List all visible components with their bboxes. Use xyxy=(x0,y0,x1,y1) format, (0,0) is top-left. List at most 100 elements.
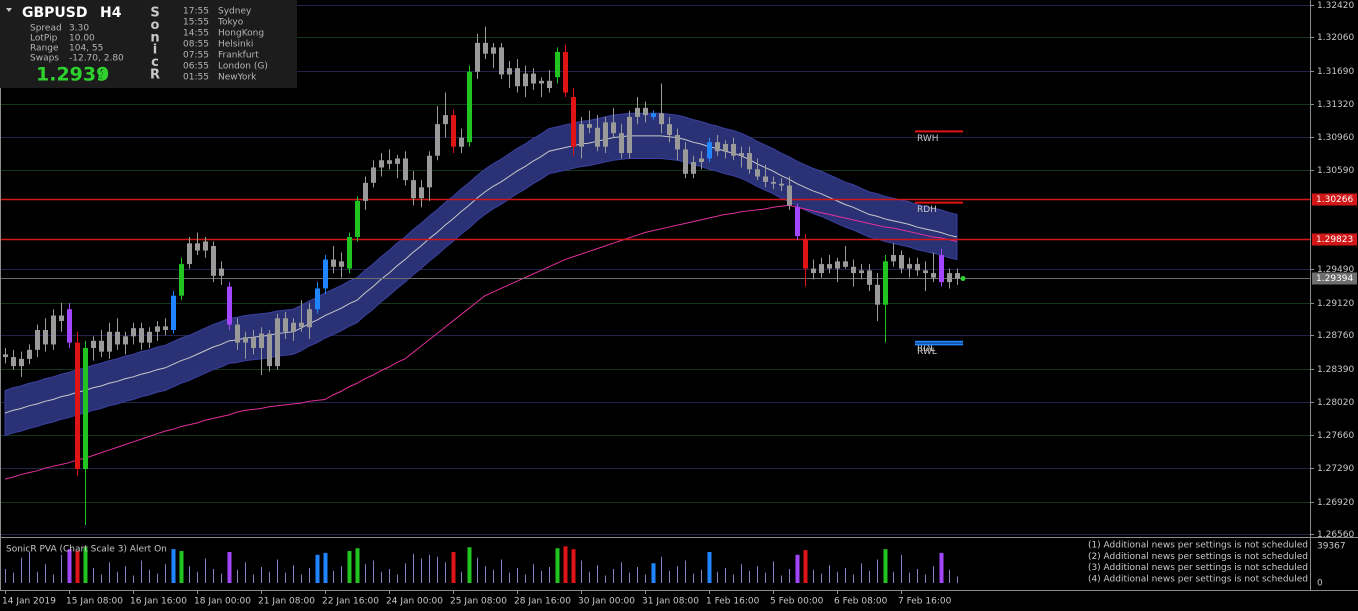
volume-bar xyxy=(227,551,232,583)
candle-body xyxy=(451,115,456,147)
price-level-label: 1.29823 xyxy=(1316,235,1353,245)
volume-bar xyxy=(309,567,310,583)
candle-body xyxy=(763,176,768,182)
candle-body xyxy=(587,124,592,128)
candle-body xyxy=(483,42,488,54)
volume-bar xyxy=(605,575,606,583)
y-tick-label: 1.32060 xyxy=(1317,33,1354,43)
volume-bar xyxy=(661,556,662,583)
volume-bar xyxy=(245,562,246,583)
candle-body xyxy=(99,340,104,352)
candle-body xyxy=(811,268,816,274)
x-tick-label: 6 Feb 08:00 xyxy=(834,597,888,607)
candle-body xyxy=(203,241,208,251)
session-city: HongKong xyxy=(218,29,264,39)
candle-body xyxy=(211,246,216,276)
volume-bar xyxy=(179,551,184,583)
stat-value: -12.70, 2.80 xyxy=(69,54,124,64)
volume-bar xyxy=(133,575,134,583)
candle-body xyxy=(419,187,424,199)
stat-label: LotPip xyxy=(30,34,58,44)
candle-body xyxy=(635,107,640,117)
volume-bar xyxy=(315,554,320,583)
volume-bar xyxy=(917,568,918,583)
stat-label: Spread xyxy=(30,24,62,34)
volume-bar xyxy=(837,571,838,583)
x-tick-label: 30 Jan 00:00 xyxy=(578,597,635,607)
candle-body xyxy=(755,169,760,177)
session-city: NewYork xyxy=(218,73,257,83)
volume-tick-label: 0 xyxy=(1317,579,1323,589)
volume-bar xyxy=(893,571,894,583)
candle-body xyxy=(563,51,568,93)
volume-bar xyxy=(909,572,910,583)
candle-body xyxy=(347,236,352,269)
candle-body xyxy=(899,255,904,269)
volume-bar xyxy=(141,560,142,583)
brand-letter: o xyxy=(151,18,160,33)
volume-bar xyxy=(323,552,328,583)
volume-bar xyxy=(563,546,568,583)
price-level-tag xyxy=(1312,233,1357,246)
collapse-arrow[interactable] xyxy=(6,8,12,12)
volume-bar xyxy=(629,572,630,583)
volume-bar xyxy=(451,551,456,583)
candle-body xyxy=(699,158,704,163)
volume-bar xyxy=(589,571,590,583)
session-city: Frankfurt xyxy=(218,51,259,61)
volume-bar xyxy=(45,564,46,583)
y-tick-label: 1.30590 xyxy=(1317,166,1354,176)
x-tick-label: 18 Jan 00:00 xyxy=(194,597,251,607)
candle-body xyxy=(339,261,344,267)
candle-body xyxy=(731,144,736,156)
volume-bar xyxy=(845,567,846,583)
candle-body xyxy=(315,288,320,310)
candle-body xyxy=(611,122,616,134)
volume-bar xyxy=(533,564,534,583)
candle-body xyxy=(355,200,360,237)
volume-bar xyxy=(75,551,80,583)
news-line: (4) Additional news per settings is not … xyxy=(1088,574,1308,584)
y-tick-label: 1.26920 xyxy=(1317,498,1354,508)
range-label: RDL xyxy=(917,344,935,354)
volume-bar xyxy=(53,574,54,583)
candle-body xyxy=(723,144,728,152)
y-tick-label: 1.27290 xyxy=(1317,464,1354,474)
session-city: Helsinki xyxy=(218,40,253,50)
volume-bar xyxy=(365,564,366,583)
volume-bar xyxy=(757,566,758,583)
volume-bar xyxy=(61,554,62,583)
candle-body xyxy=(371,167,376,183)
candle-body xyxy=(227,286,232,325)
price-level-label: 1.30266 xyxy=(1316,195,1353,205)
candle-body xyxy=(691,162,696,174)
range-label: RDH xyxy=(917,205,937,215)
volume-bar xyxy=(781,575,782,583)
candle-body xyxy=(595,127,600,147)
volume-bar xyxy=(901,554,902,583)
candle-body xyxy=(219,268,224,276)
volume-bar xyxy=(541,570,542,583)
volume-bar xyxy=(221,573,222,583)
stat-value: 104, 55 xyxy=(69,44,103,54)
candle-body xyxy=(259,333,264,349)
y-tick-label: 1.26560 xyxy=(1317,530,1354,540)
candle-body xyxy=(3,354,8,358)
volume-bar xyxy=(749,570,750,583)
price-level-label: 1.29394 xyxy=(1316,274,1353,284)
candle-body xyxy=(363,182,368,201)
volume-bar xyxy=(869,570,870,583)
volume-bar xyxy=(397,574,398,583)
candle-body xyxy=(459,137,464,147)
volume-tick-label: 39367 xyxy=(1317,542,1346,552)
candle-body xyxy=(67,309,72,343)
news-line: (1) Additional news per settings is not … xyxy=(1088,541,1308,551)
volume-bar xyxy=(925,574,926,583)
volume-bar xyxy=(877,559,878,583)
candle-body xyxy=(523,73,528,87)
candle-body xyxy=(139,328,144,343)
candle-body xyxy=(675,134,680,150)
volume-bar xyxy=(413,553,414,583)
session-time: 01:55 xyxy=(183,73,209,83)
